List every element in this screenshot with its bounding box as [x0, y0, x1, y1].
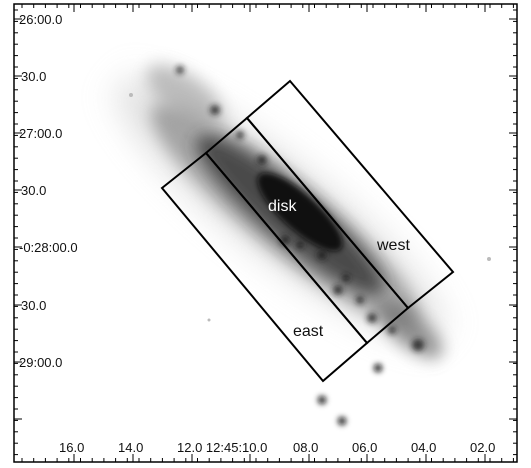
dec-tick-label: 30.0: [21, 183, 46, 198]
dec-tick-labels: 26:00.0 30.0 27:00.0 30.0 -0:28:00.0 30.…: [19, 12, 78, 370]
region-label-disk: disk: [268, 198, 297, 215]
region-box-east: [160, 151, 369, 383]
ra-tick-label: 08.0: [293, 440, 318, 455]
ra-tick-label: 14.0: [118, 440, 143, 455]
dec-tick-label: 26:00.0: [19, 12, 62, 27]
ra-tick-label: 12.0 12:45:10.0: [177, 440, 267, 455]
region-label-east: east: [293, 323, 324, 340]
ra-tick-label: 04.0: [411, 440, 436, 455]
region-box-west: [245, 79, 455, 310]
ra-tick-label: 16.0: [59, 440, 84, 455]
dec-tick-label: -0:28:00.0: [19, 240, 78, 255]
tick-marks: [14, 4, 517, 462]
galaxy-image: [14, 4, 517, 462]
ra-tick-label: 06.0: [352, 440, 377, 455]
region-label-west: west: [376, 237, 410, 254]
dec-tick-label: 30.0: [21, 69, 46, 84]
ra-tick-label: 02.0: [470, 440, 495, 455]
dec-tick-label: 27:00.0: [19, 126, 62, 141]
ra-tick-labels: 16.0 14.0 12.0 12:45:10.0 08.0 06.0 04.0…: [59, 440, 495, 455]
plot-frame: [13, 3, 518, 463]
dec-tick-label: 30.0: [21, 298, 46, 313]
dec-tick-label: 29:00.0: [19, 355, 62, 370]
region-boxes: [160, 79, 455, 383]
